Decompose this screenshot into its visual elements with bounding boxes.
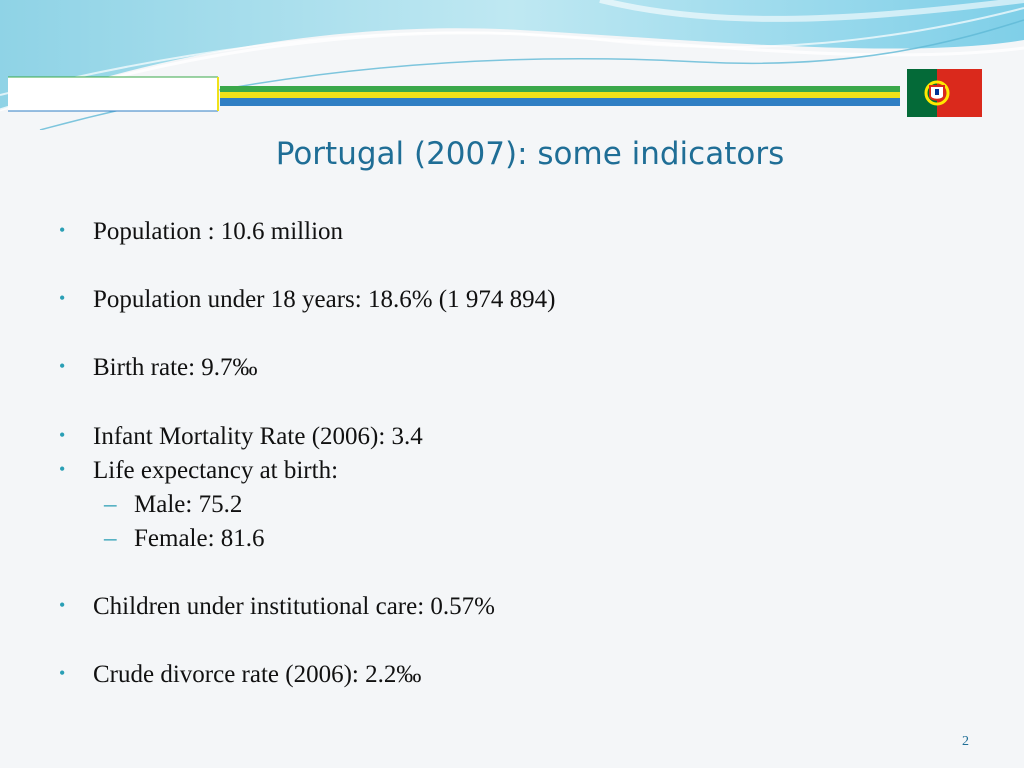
sub-bullet-item: – Male: 75.2 [104, 491, 243, 519]
bullet-text: Life expectancy at birth: [93, 457, 339, 484]
bullet-text: Infant Mortality Rate (2006): 3.4 [93, 423, 423, 450]
bullet-text: Population : 10.6 million [93, 218, 344, 245]
bullet-item: • Population under 18 years: 18.6% (1 974… [59, 286, 556, 314]
bullet-item: • Crude divorce rate (2006): 2.2‰ [59, 661, 422, 689]
bullet-item: • Birth rate: 9.7‰ [59, 354, 258, 382]
bullet-text: Male: 75.2 [134, 491, 243, 518]
bullet-dot-icon: • [59, 220, 66, 240]
bullet-text: Children under institutional care: 0.57% [93, 593, 495, 620]
bullet-dot-icon: • [59, 288, 66, 308]
page-number: 2 [962, 734, 969, 749]
dash-icon: – [104, 491, 117, 518]
sub-bullet-item: – Female: 81.6 [104, 525, 265, 553]
bullet-dot-icon: • [59, 595, 66, 615]
bullet-dot-icon: • [59, 425, 66, 445]
bullet-text: Birth rate: 9.7‰ [93, 354, 258, 381]
bullet-item: • Infant Mortality Rate (2006): 3.4 [59, 423, 423, 451]
portugal-flag-icon [907, 69, 982, 117]
bullet-text: Population under 18 years: 18.6% (1 974 … [93, 286, 556, 313]
bullet-item: • Children under institutional care: 0.57… [59, 593, 495, 621]
bullet-item: • Life expectancy at birth: [59, 457, 339, 485]
dash-icon: – [104, 525, 117, 552]
bullet-dot-icon: • [59, 663, 66, 683]
bullet-text: Crude divorce rate (2006): 2.2‰ [93, 661, 422, 688]
header-wave-decoration [0, 0, 1024, 130]
bullet-text: Female: 81.6 [134, 525, 265, 552]
bullet-item: • Population : 10.6 million [59, 218, 344, 246]
bullet-dot-icon: • [59, 356, 66, 376]
bullet-dot-icon: • [59, 459, 66, 479]
slide-title: Portugal (2007): some indicators [275, 136, 785, 172]
